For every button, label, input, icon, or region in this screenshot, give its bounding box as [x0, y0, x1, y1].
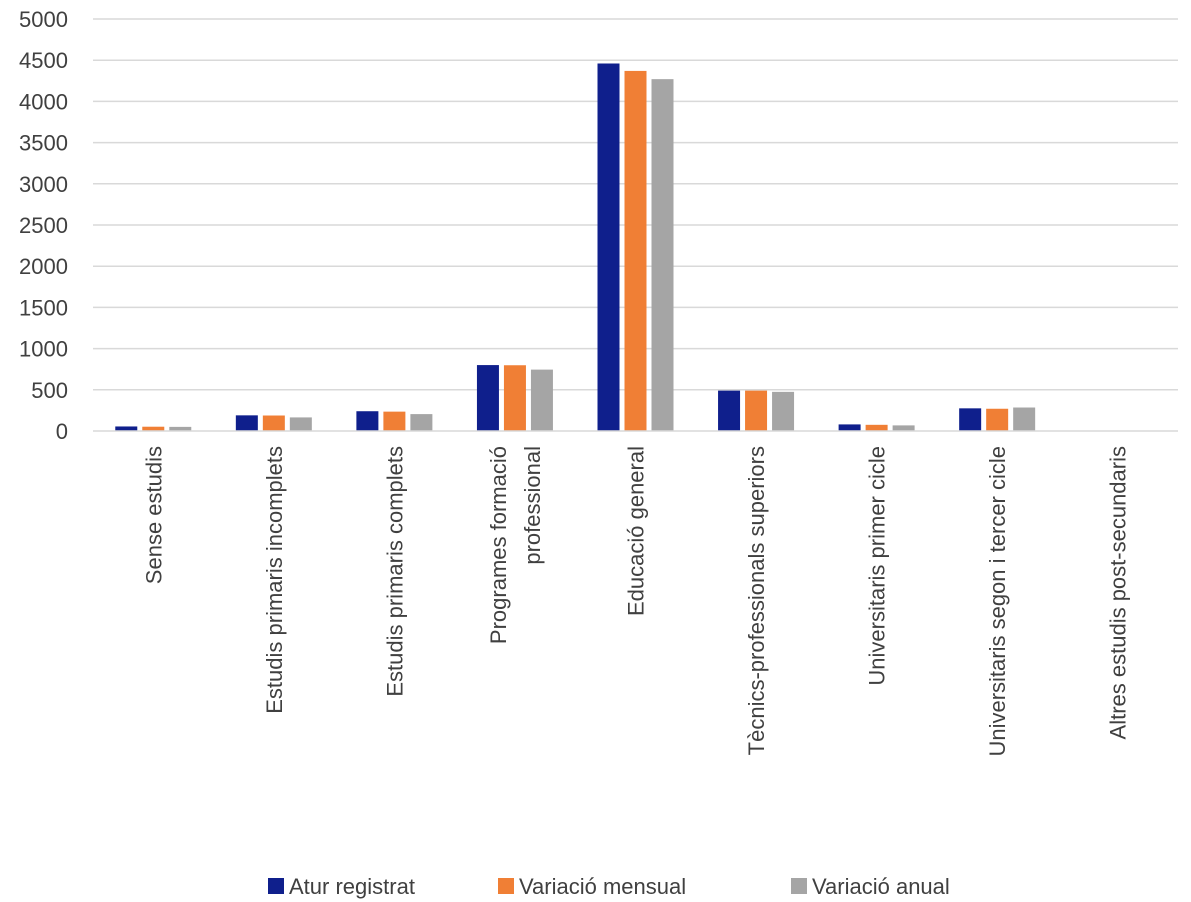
- x-category-label: Educació general: [624, 446, 649, 616]
- bar: [262, 415, 285, 431]
- bars: [115, 63, 1036, 432]
- bar: [865, 424, 888, 431]
- bar: [235, 415, 258, 431]
- x-category-label-line: Universitaris segon i tercer cicle: [985, 446, 1010, 757]
- bar: [410, 414, 433, 431]
- bar: [383, 411, 406, 431]
- bar: [772, 391, 795, 431]
- bar: [115, 426, 138, 431]
- legend-label: Variació anual: [812, 874, 950, 899]
- y-tick-label: 500: [31, 378, 68, 403]
- y-tick-label: 3500: [19, 131, 68, 156]
- bar: [169, 426, 192, 431]
- legend-swatch: [498, 878, 514, 894]
- bar: [597, 63, 620, 431]
- x-category-label: Estudis primaris incomplets: [262, 446, 287, 714]
- bar: [624, 70, 647, 432]
- bar: [142, 426, 165, 431]
- bar: [745, 390, 768, 431]
- x-category-label: Altres estudis post-secundaris: [1106, 446, 1131, 739]
- x-category-label-line: Universitaris primer cicle: [865, 446, 890, 686]
- legend-label: Variació mensual: [519, 874, 686, 899]
- y-tick-label: 5000: [19, 7, 68, 32]
- x-category-label-line: Estudis primaris incomplets: [262, 446, 287, 714]
- x-category-label-line: Altres estudis post-secundaris: [1106, 446, 1131, 739]
- x-category-label-line: professional: [520, 446, 545, 565]
- x-category-label-line: Estudis primaris complets: [382, 446, 407, 697]
- x-category-label-line: Sense estudis: [141, 446, 166, 584]
- y-tick-label: 3000: [19, 172, 68, 197]
- x-category-label: Estudis primaris complets: [382, 446, 407, 697]
- y-tick-label: 2500: [19, 213, 68, 238]
- y-tick-label: 1000: [19, 337, 68, 362]
- x-category-label-line: Programes formació: [486, 446, 511, 644]
- x-category-label-line: Tècnics-professionals superiors: [744, 446, 769, 755]
- y-tick-label: 0: [56, 419, 68, 444]
- y-tick-label: 2000: [19, 254, 68, 279]
- bar: [838, 424, 861, 431]
- legend-label: Atur registrat: [289, 874, 415, 899]
- bar: [503, 365, 526, 431]
- x-category-label: Tècnics-professionals superiors: [744, 446, 769, 755]
- y-tick-label: 4500: [19, 48, 68, 73]
- bar: [530, 369, 553, 431]
- x-category-label: Universitaris primer cicle: [865, 446, 890, 686]
- x-category-label: Sense estudis: [141, 446, 166, 584]
- bar: [289, 417, 312, 431]
- legend-swatch: [268, 878, 284, 894]
- legend-swatch: [791, 878, 807, 894]
- bar: [718, 390, 741, 431]
- y-tick-label: 4000: [19, 89, 68, 114]
- bar: [476, 365, 499, 431]
- y-tick-label: 1500: [19, 295, 68, 320]
- bar: [892, 425, 915, 431]
- bar: [959, 408, 982, 431]
- x-axis-categories: Sense estudis Estudis primaris incomplets…: [141, 446, 1130, 757]
- x-category-label: Programes formació professional: [486, 446, 545, 644]
- bar: [356, 411, 379, 431]
- y-axis-ticks: 0 500 1000 1500 2000 2500 3000 3500 4000 4500 5000: [19, 7, 68, 444]
- x-category-label: Universitaris segon i tercer cicle: [985, 446, 1010, 757]
- legend: Atur registrat Variació mensual Variació a…: [268, 874, 950, 899]
- bar: [986, 408, 1009, 431]
- x-category-label-line: Educació general: [624, 446, 649, 616]
- bar: [1013, 407, 1036, 431]
- bar: [651, 79, 674, 431]
